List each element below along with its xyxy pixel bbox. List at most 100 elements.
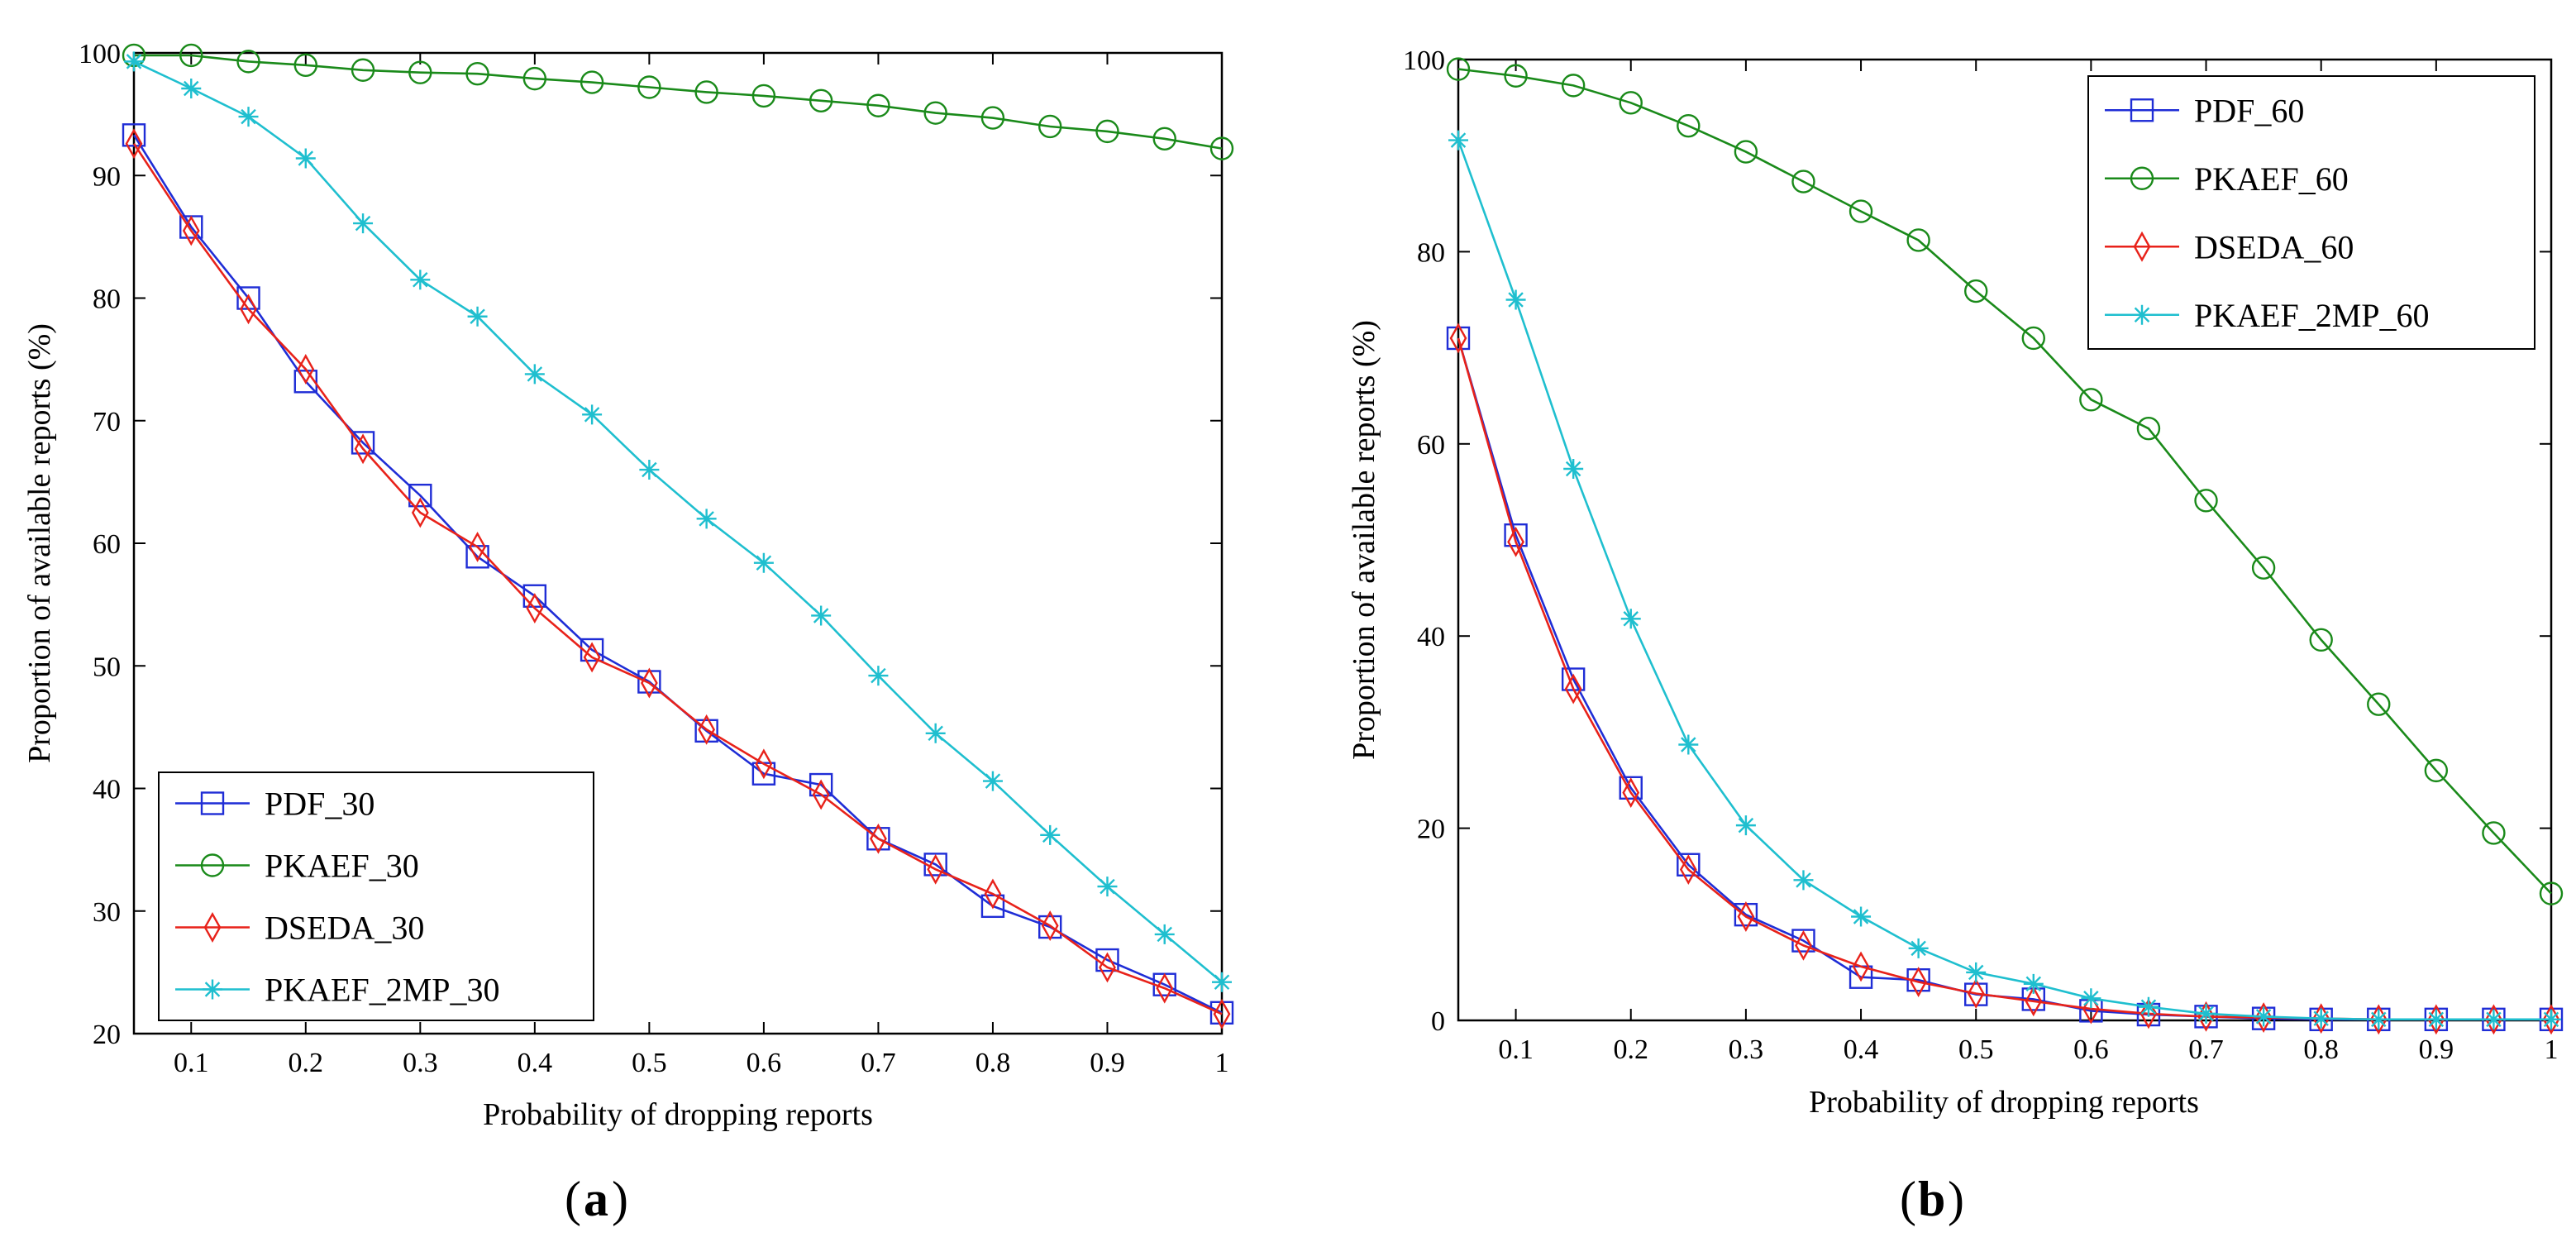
data-point-PKAEF_2MP_60: [1793, 870, 1814, 891]
data-point-PKAEF_30: [179, 43, 203, 68]
data-point-PKAEF_30: [809, 88, 833, 113]
data-point-DSEDA_30: [411, 497, 429, 528]
y-tick-label: 80: [93, 284, 121, 315]
data-point-PKAEF_60: [2194, 489, 2218, 513]
data-point-PKAEF_30: [923, 101, 947, 125]
y-tick-label: 80: [1417, 237, 1445, 268]
series-line-PKAEF_2MP_30: [133, 60, 1223, 983]
data-point-PKAEF_30: [980, 106, 1005, 130]
data-point-DSEDA_60: [1910, 967, 1928, 997]
data-point-DSEDA_30: [240, 294, 257, 325]
data-point-PKAEF_2MP_30: [696, 509, 717, 529]
data-point-PKAEF_2MP_30: [753, 552, 774, 573]
panel-label-b-close: ): [1948, 1172, 1964, 1226]
x-tick-label: 0.6: [747, 1048, 782, 1078]
data-point-DSEDA_30: [182, 215, 200, 246]
legend-label-PDF_30: PDF_30: [265, 786, 374, 823]
data-point-DSEDA_30: [984, 878, 1002, 910]
data-point-PKAEF_30: [866, 93, 890, 117]
data-point-PKAEF_2MP_60: [2368, 1009, 2389, 1029]
data-point-DSEDA_60: [1449, 322, 1467, 354]
data-point-PDF_60: [1504, 523, 1528, 547]
y-tick-label: 100: [1403, 45, 1445, 76]
panel-label-a-open: (: [565, 1172, 581, 1226]
legend-box: [158, 771, 594, 1021]
x-tick-label: 0.6: [2073, 1034, 2109, 1065]
legend-label-PDF_60: PDF_60: [2194, 92, 2304, 129]
series-PKAEF_2MP_60: [1448, 130, 2561, 1029]
data-point-DSEDA_30: [125, 128, 143, 160]
x-tick-label: 0.4: [518, 1048, 553, 1078]
y-tick-label: 20: [1417, 814, 1445, 845]
legend-label-PKAEF_30: PKAEF_30: [265, 848, 419, 885]
chart-panel-b: 0.1 0.2 0.3 0.4 0.5 0.6 0.7 0.8 0.9 1 0 20 40 60 80 100…: [1347, 45, 2564, 1226]
data-point-PKAEF_60: [1734, 140, 1758, 164]
data-point-PKAEF_30: [637, 75, 661, 99]
data-point-PKAEF_60: [2079, 388, 2103, 412]
data-point-PKAEF_30: [1152, 127, 1176, 150]
data-point-PDF_30: [408, 483, 432, 508]
data-point-DSEDA_30: [927, 853, 945, 885]
chart-panel-a: 0.1 0.2 0.3 0.4 0.5 0.6 0.7 0.8 0.9 1 20 30 40 50 60 70…: [22, 39, 1234, 1226]
data-point-PDF_60: [1619, 776, 1643, 800]
legend-marker-PKAEF_2MP_60: [2132, 304, 2152, 325]
data-point-PKAEF_60: [2021, 326, 2045, 351]
data-point-PKAEF_60: [2424, 758, 2449, 783]
data-point-DSEDA_30: [1041, 910, 1059, 941]
data-point-PKAEF_60: [2251, 556, 2276, 580]
data-point-PKAEF_2MP_30: [1154, 924, 1175, 944]
data-point-PDF_30: [866, 827, 890, 851]
panel-label-a: a: [584, 1172, 608, 1226]
x-tick-label: 0.3: [403, 1048, 438, 1078]
data-point-DSEDA_30: [354, 433, 372, 465]
data-point-PDF_60: [1677, 853, 1701, 877]
x-tick-label: 0.2: [289, 1048, 324, 1078]
data-point-PKAEF_2MP_60: [1908, 938, 1929, 958]
data-point-PKAEF_2MP_30: [410, 270, 431, 290]
data-point-PKAEF_2MP_30: [1040, 824, 1061, 845]
data-point-PKAEF_2MP_30: [811, 605, 832, 626]
data-point-PKAEF_30: [236, 50, 260, 74]
x-tick-label: 0.1: [1498, 1034, 1534, 1065]
data-point-PKAEF_2MP_60: [2196, 1003, 2216, 1024]
y-axis-label-a: Proportion of available reports (%): [22, 323, 57, 763]
panel-label-b-open: (: [1900, 1172, 1916, 1226]
data-point-DSEDA_60: [1622, 777, 1640, 809]
data-point-PKAEF_2MP_60: [2311, 1008, 2331, 1029]
data-point-DSEDA_60: [2140, 998, 2158, 1029]
data-point-PKAEF_2MP_60: [1563, 459, 1584, 480]
data-point-PDF_60: [1446, 326, 1471, 351]
y-tick-label: 30: [93, 897, 121, 928]
data-point-DSEDA_30: [469, 531, 486, 562]
series-DSEDA_30: [125, 128, 1231, 1029]
data-point-PDF_30: [980, 894, 1005, 919]
data-point-DSEDA_30: [526, 593, 544, 624]
y-tick-label: 0: [1431, 1006, 1445, 1037]
data-point-DSEDA_30: [755, 748, 773, 780]
data-point-PKAEF_30: [293, 53, 317, 78]
legend-marker-PKAEF_60: [2130, 166, 2154, 190]
data-point-PKAEF_30: [465, 62, 489, 86]
data-point-PKAEF_2MP_60: [2541, 1009, 2561, 1029]
data-point-PKAEF_2MP_60: [2426, 1009, 2446, 1029]
legend-label-PKAEF_2MP_30: PKAEF_2MP_30: [265, 972, 500, 1009]
data-point-PKAEF_2MP_60: [2023, 973, 2044, 994]
legend-box: [2087, 75, 2535, 350]
series-line-PKAEF_30: [134, 54, 1223, 150]
x-tick-label: 0.7: [2188, 1034, 2224, 1065]
y-tick-label: 50: [93, 652, 121, 682]
legend-marker-PKAEF_2MP_30: [203, 979, 222, 1000]
data-point-PKAEF_2MP_60: [1448, 130, 1468, 150]
data-point-PKAEF_2MP_60: [2483, 1009, 2504, 1029]
data-point-PKAEF_2MP_30: [925, 723, 946, 743]
x-tick-label: 0.9: [2419, 1034, 2454, 1065]
x-tick-label: 0.9: [1090, 1048, 1125, 1078]
data-point-DSEDA_30: [583, 642, 601, 673]
data-point-PKAEF_60: [2309, 628, 2333, 652]
data-point-DSEDA_30: [698, 714, 716, 745]
data-point-PKAEF_60: [1849, 199, 1873, 223]
data-point-DSEDA_30: [812, 779, 830, 810]
data-point-DSEDA_60: [1679, 854, 1697, 886]
x-tick-label: 0.5: [632, 1048, 667, 1078]
data-point-PKAEF_30: [1209, 136, 1234, 160]
